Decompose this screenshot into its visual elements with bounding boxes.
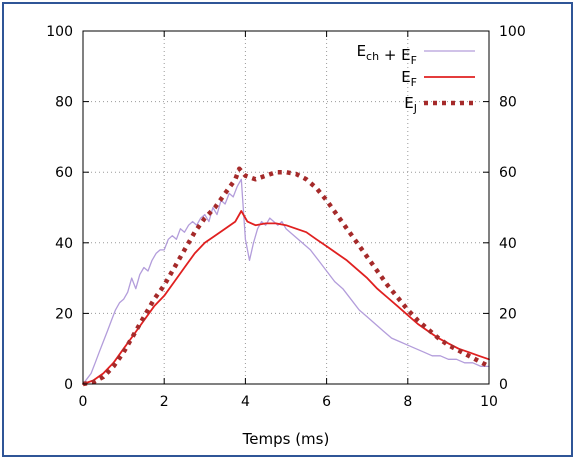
y-tick-label: 80 — [55, 95, 73, 111]
legend-label: EJ — [404, 94, 417, 115]
x-tick-label: 2 — [160, 394, 169, 410]
series-line-3 — [82, 166, 491, 387]
series-layer — [82, 166, 491, 387]
x-tick-label: 10 — [480, 394, 498, 410]
y-tick-label: 60 — [55, 165, 73, 181]
y2-tick-label: 80 — [499, 95, 517, 111]
y-tick-label: 100 — [46, 24, 73, 40]
x-tick-label: 8 — [403, 394, 412, 410]
legend-label: EF — [401, 68, 417, 89]
y-tick-label: 0 — [64, 377, 73, 393]
y2-tick-label: 60 — [499, 165, 517, 181]
x-tick-label: 0 — [79, 394, 88, 410]
series-line-1 — [82, 178, 490, 385]
series-line-2 — [82, 210, 490, 385]
y2-tick-label: 20 — [499, 306, 517, 322]
y2-tick-label: 100 — [499, 24, 526, 40]
plot-border — [82, 30, 490, 385]
y-tick-label: 20 — [55, 306, 73, 322]
x-tick-label: 6 — [322, 394, 331, 410]
figure-frame: 0 2 4 6 8 10 0 20 40 60 80 100 0 20 40 60 80 100 Ech + EF… — [2, 2, 573, 457]
legend-label: Ech + EF — [357, 42, 417, 67]
x-axis-label: Temps (ms) — [242, 430, 330, 448]
y2-tick-label: 40 — [499, 236, 517, 252]
y-tick-label: 40 — [55, 236, 73, 252]
grid-lines — [83, 31, 489, 384]
y2-tick-label: 0 — [499, 377, 508, 393]
x-tick-label: 4 — [241, 394, 250, 410]
